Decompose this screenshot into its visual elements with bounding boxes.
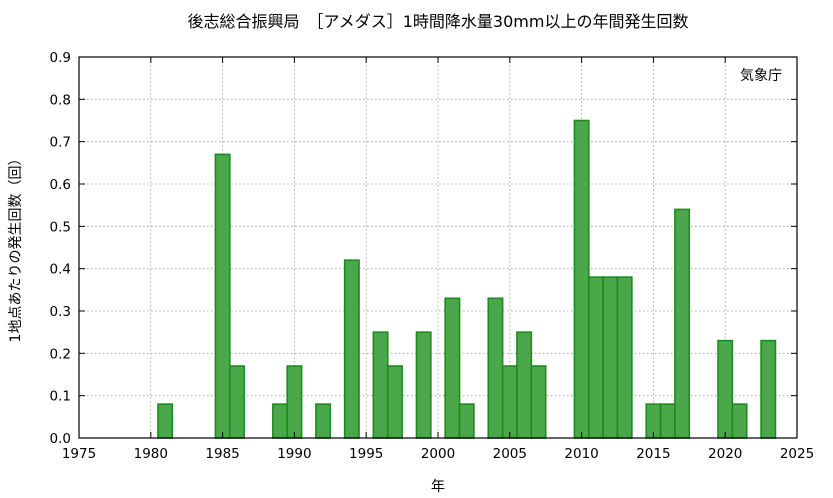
y-tick-label: 0.0 xyxy=(50,431,71,447)
source-label: 気象庁 xyxy=(740,68,782,84)
bar-2012 xyxy=(602,276,619,439)
y-tick-label: 0.4 xyxy=(50,262,71,278)
x-tick-label: 2000 xyxy=(421,446,455,462)
x-tick-label: 1980 xyxy=(134,446,168,462)
y-tick-label: 0.5 xyxy=(50,219,71,235)
x-tick-label: 2020 xyxy=(708,446,742,462)
y-tick-label: 0.3 xyxy=(50,304,71,320)
bar-1990 xyxy=(286,365,303,439)
chart-title: 後志総合振興局 ［アメダス］1時間降水量30mm以上の年間発生回数 xyxy=(188,12,689,31)
bar-1985 xyxy=(214,153,231,439)
y-tick-label: 0.2 xyxy=(50,346,71,362)
x-tick-label: 1985 xyxy=(205,446,239,462)
bar-1996 xyxy=(372,331,389,439)
bar-1999 xyxy=(415,331,432,439)
bar-1997 xyxy=(386,365,403,439)
x-axis: 1975 1980 1985 1990 1995 2000 2005 2010 2015 2020… xyxy=(62,57,814,462)
bar-1992 xyxy=(315,403,332,439)
bar-1981 xyxy=(157,403,174,439)
y-tick-label: 0.7 xyxy=(50,135,71,151)
bar-2010 xyxy=(573,119,590,439)
bar-1986 xyxy=(228,365,245,439)
bar-2001 xyxy=(444,297,461,439)
x-axis-label: 年 xyxy=(431,479,445,495)
bar-2006 xyxy=(516,331,533,439)
y-tick-label: 0.6 xyxy=(50,177,71,193)
bar-1994 xyxy=(343,259,360,439)
y-tick-label: 0.1 xyxy=(50,389,71,405)
y-axis-label: 1地点あたりの発生回数（回） xyxy=(8,152,24,343)
bar-2002 xyxy=(458,403,475,439)
bar-2004 xyxy=(487,297,504,439)
bar-2013 xyxy=(616,276,633,439)
x-tick-label: 1975 xyxy=(62,446,96,462)
y-tick-label: 0.8 xyxy=(50,92,71,108)
bar-1989 xyxy=(272,403,289,439)
bars xyxy=(157,119,777,439)
bar-2021 xyxy=(731,403,748,439)
bar-2016 xyxy=(659,403,676,439)
bar-2007 xyxy=(530,365,547,439)
bar-2011 xyxy=(587,276,604,439)
x-tick-label: 2015 xyxy=(636,446,670,462)
y-axis: 0.0 0.1 0.2 0.3 0.4 0.5 0.6 0.7 0.8 0.9 xyxy=(50,50,797,447)
x-tick-label: 1990 xyxy=(277,446,311,462)
y-tick-label: 0.9 xyxy=(50,50,71,66)
bar-2017 xyxy=(674,208,691,439)
bar-2005 xyxy=(501,365,518,439)
bar-2020 xyxy=(717,339,734,439)
x-tick-label: 2025 xyxy=(780,446,814,462)
x-tick-label: 1995 xyxy=(349,446,383,462)
bar-2023 xyxy=(760,339,777,439)
x-tick-label: 2005 xyxy=(493,446,527,462)
x-tick-label: 2010 xyxy=(564,446,598,462)
